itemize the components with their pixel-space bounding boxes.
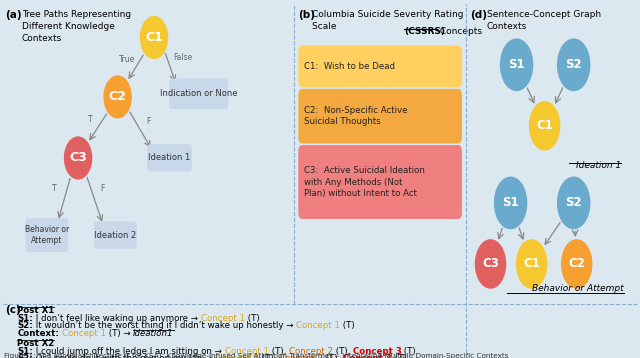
Text: (d): (d): [470, 10, 488, 20]
Text: Post X1: Post X1: [17, 306, 54, 315]
Text: Concept 3: Concept 3: [353, 347, 401, 355]
Text: F: F: [147, 117, 151, 126]
Text: Behavior or
Attempt: Behavior or Attempt: [25, 225, 69, 245]
Circle shape: [516, 240, 547, 288]
Text: Ideation 1: Ideation 1: [148, 154, 191, 163]
Text: (T),: (T),: [259, 354, 279, 358]
Text: F: F: [100, 184, 104, 193]
Text: Ideation 1: Ideation 1: [575, 161, 621, 170]
FancyBboxPatch shape: [169, 78, 228, 109]
Text: Context:: Context:: [17, 329, 59, 338]
Text: Tree Paths Representing
Different Knowledge
Contexts: Tree Paths Representing Different Knowle…: [22, 10, 131, 43]
Text: C3: C3: [482, 257, 499, 270]
FancyBboxPatch shape: [298, 89, 462, 144]
Circle shape: [557, 177, 589, 229]
Text: Post X2: Post X2: [17, 339, 54, 348]
Text: S1: S1: [502, 197, 519, 209]
Circle shape: [562, 240, 592, 288]
Circle shape: [104, 76, 131, 118]
Text: Concept 1: Concept 1: [296, 321, 340, 330]
Text: C1: C1: [145, 31, 163, 44]
Text: I don’t feel like waking up anymore →: I don’t feel like waking up anymore →: [33, 314, 201, 323]
Text: (T),: (T),: [333, 347, 353, 355]
Text: S2:: S2:: [17, 354, 33, 358]
Text: C1: C1: [523, 257, 540, 270]
Circle shape: [500, 39, 532, 91]
Text: Concept 2: Concept 2: [279, 354, 323, 358]
Text: Concept 3: Concept 3: [343, 354, 392, 358]
Text: T: T: [52, 184, 56, 193]
Text: Indication or None: Indication or None: [160, 89, 237, 98]
Text: (T),: (T),: [269, 347, 289, 355]
Text: Concept 1: Concept 1: [201, 314, 244, 323]
Text: It wouldn’t be the worst thing if I didn’t wake up honestly →: It wouldn’t be the worst thing if I didn…: [33, 321, 296, 330]
Text: Behavior or Attempt: Behavior or Attempt: [532, 284, 624, 293]
Circle shape: [141, 16, 168, 58]
Text: (c): (c): [5, 305, 21, 315]
FancyBboxPatch shape: [26, 218, 68, 252]
Text: T: T: [88, 115, 93, 124]
Text: True: True: [119, 55, 136, 64]
Text: Concept 2: Concept 2: [289, 347, 333, 355]
Text: (T): (T): [401, 347, 416, 355]
Text: Columbia Suicide Severity Rating
Scale: Columbia Suicide Severity Rating Scale: [312, 10, 464, 31]
Text: S1: S1: [508, 58, 525, 71]
Circle shape: [495, 177, 527, 229]
Text: Or I could do it with the gun on my lap →: Or I could do it with the gun on my lap …: [33, 354, 215, 358]
Text: I could jump off the ledge I am sitting on →: I could jump off the ledge I am sitting …: [33, 347, 225, 355]
Text: (T): (T): [392, 354, 406, 358]
Text: (b): (b): [298, 10, 316, 20]
Text: (T): (T): [340, 321, 355, 330]
Circle shape: [476, 240, 506, 288]
Text: C2:  Non-Specific Active
Suicidal Thoughts: C2: Non-Specific Active Suicidal Thought…: [304, 106, 408, 126]
Text: Concept 1: Concept 1: [225, 347, 269, 355]
Circle shape: [65, 137, 92, 179]
FancyBboxPatch shape: [298, 145, 462, 219]
Text: (T),: (T),: [323, 354, 343, 358]
Text: C2: C2: [568, 257, 585, 270]
Text: (T) →: (T) →: [106, 329, 133, 338]
Text: S1:: S1:: [17, 347, 33, 355]
Text: C1:  Wish to be Dead: C1: Wish to be Dead: [304, 62, 396, 71]
Text: S2: S2: [565, 58, 582, 71]
Text: Concept 1: Concept 1: [215, 354, 259, 358]
Text: C3:  Active Suicidal Ideation
with Any Methods (Not
Plan) without Intent to Act: C3: Active Suicidal Ideation with Any Me…: [304, 166, 425, 198]
Text: C3: C3: [69, 151, 87, 164]
Text: C1: C1: [536, 119, 553, 132]
Text: Figure 1: The above architecture is for KSAT: Knowledge-infused Self Attention T: Figure 1: The above architecture is for …: [4, 353, 509, 358]
Text: S2:: S2:: [17, 321, 33, 330]
Circle shape: [557, 39, 589, 91]
Text: False: False: [173, 53, 192, 62]
Text: C2: C2: [109, 91, 127, 103]
Text: (T): (T): [244, 314, 259, 323]
Text: Ideation1: Ideation1: [133, 329, 173, 338]
FancyBboxPatch shape: [298, 45, 462, 87]
Circle shape: [529, 102, 559, 150]
FancyBboxPatch shape: [147, 144, 192, 171]
Text: Ideation 2: Ideation 2: [94, 231, 137, 240]
Text: (CSSRS): (CSSRS): [404, 27, 445, 36]
Text: Sentence-Concept Graph
Contexts: Sentence-Concept Graph Contexts: [486, 10, 600, 31]
Text: Concepts: Concepts: [437, 27, 482, 36]
Text: S2: S2: [565, 197, 582, 209]
Text: S1:: S1:: [17, 314, 33, 323]
Text: Concept 1: Concept 1: [62, 329, 106, 338]
FancyBboxPatch shape: [94, 221, 137, 249]
Text: (a): (a): [5, 10, 22, 20]
